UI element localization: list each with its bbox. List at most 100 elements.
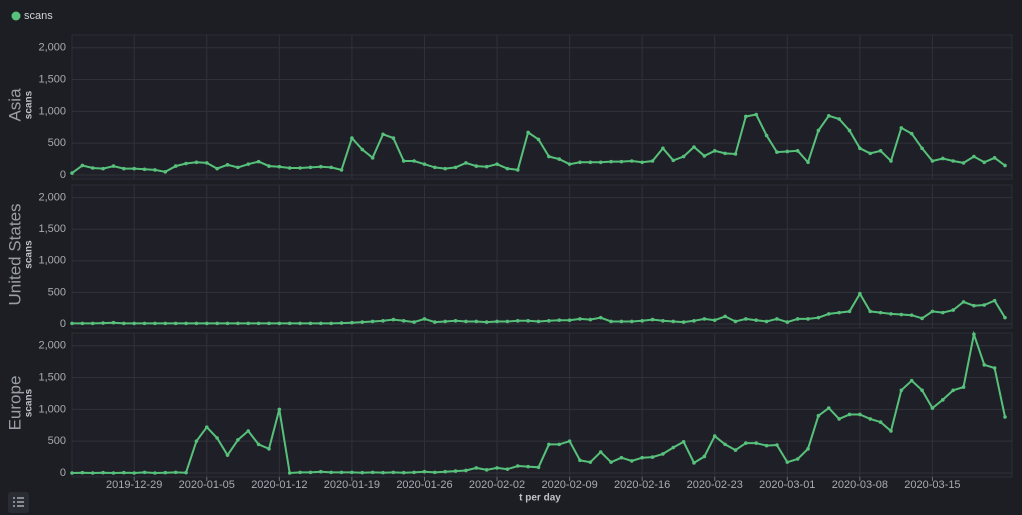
data-point: [80, 163, 85, 168]
data-point: [609, 319, 613, 324]
data-point: [111, 320, 116, 325]
data-point: [184, 321, 188, 326]
data-point: [204, 321, 209, 326]
data-point: [122, 166, 126, 171]
data-point: [630, 159, 634, 163]
y-tick-label: 1,500: [38, 223, 66, 235]
y-tick-label: 500: [48, 137, 66, 149]
data-point: [381, 470, 385, 475]
data-point: [101, 470, 105, 475]
data-point: [256, 321, 261, 326]
data-point: [630, 319, 634, 324]
data-point: [889, 312, 893, 316]
x-tick-label: 2020-03-15: [904, 479, 960, 491]
data-point: [464, 161, 468, 165]
data-point: [173, 164, 178, 168]
data-point: [484, 468, 489, 472]
data-point: [308, 165, 313, 170]
data-point: [899, 126, 904, 130]
legend-label[interactable]: scans: [24, 10, 53, 22]
x-tick-label: 2020-02-02: [469, 479, 525, 491]
data-point: [536, 319, 541, 324]
data-point: [816, 315, 821, 320]
data-point: [951, 388, 955, 393]
data-point: [142, 167, 147, 172]
data-point: [381, 132, 385, 137]
data-point: [370, 470, 375, 475]
data-point: [194, 439, 199, 443]
data-point: [650, 455, 655, 459]
data-point: [153, 168, 157, 172]
data-point: [80, 470, 85, 475]
data-point: [101, 166, 105, 171]
panel-bg: [71, 34, 1013, 180]
data-point: [702, 454, 707, 459]
data-point: [319, 469, 323, 474]
data-point: [650, 317, 655, 322]
data-point: [930, 159, 935, 163]
data-point: [236, 321, 240, 326]
data-point: [547, 154, 551, 159]
x-tick-label: 2020-02-16: [614, 479, 670, 491]
data-point: [992, 366, 997, 370]
data-point: [930, 309, 935, 314]
y-tick-label: 0: [60, 169, 66, 181]
y-tick-label: 2,000: [38, 42, 66, 54]
data-point: [920, 146, 924, 151]
data-point: [204, 161, 209, 165]
panel-title: Europe: [5, 376, 24, 431]
data-point: [433, 165, 437, 170]
data-point: [712, 434, 717, 438]
data-point: [588, 460, 593, 464]
x-tick-label: 2020-01-19: [324, 479, 380, 491]
data-point: [671, 158, 676, 163]
data-point: [495, 162, 499, 166]
data-point: [422, 469, 427, 474]
data-point: [754, 318, 758, 323]
data-point: [640, 160, 644, 165]
data-point: [453, 165, 458, 170]
data-point: [754, 112, 758, 117]
data-point: [505, 166, 510, 171]
data-point: [692, 319, 696, 323]
data-point: [360, 470, 365, 475]
data-point: [909, 378, 914, 383]
data-point: [630, 459, 634, 463]
data-point: [992, 156, 997, 160]
data-point: [764, 443, 769, 448]
data-point: [132, 471, 136, 475]
data-point: [142, 321, 147, 326]
data-point: [122, 321, 126, 326]
x-axis-label: t per day: [519, 493, 561, 504]
panel-title: Asia: [5, 88, 24, 122]
data-point: [267, 321, 271, 326]
options-button[interactable]: [8, 492, 29, 513]
x-tick-label: 2020-01-12: [251, 479, 307, 491]
data-point: [381, 319, 385, 323]
data-point: [350, 136, 354, 140]
data-point: [536, 465, 541, 470]
data-point: [941, 398, 945, 402]
data-point: [194, 160, 199, 165]
data-point: [951, 159, 955, 163]
data-point: [339, 168, 344, 172]
data-point: [733, 152, 738, 156]
data-point: [878, 310, 883, 315]
legend-item[interactable]: scans: [11, 10, 54, 22]
legend-swatch: [11, 11, 21, 21]
data-point: [837, 117, 841, 121]
data-point: [744, 114, 748, 119]
data-point: [412, 320, 416, 324]
data-point: [308, 321, 313, 326]
data-point: [972, 303, 976, 308]
data-point: [588, 317, 593, 322]
data-point: [194, 321, 199, 326]
data-point: [536, 137, 541, 142]
data-point: [173, 321, 178, 326]
data-point: [370, 156, 375, 160]
x-tick-label: 2020-02-23: [687, 479, 743, 491]
data-point: [744, 317, 748, 321]
data-point: [764, 319, 769, 324]
data-point: [681, 154, 686, 159]
